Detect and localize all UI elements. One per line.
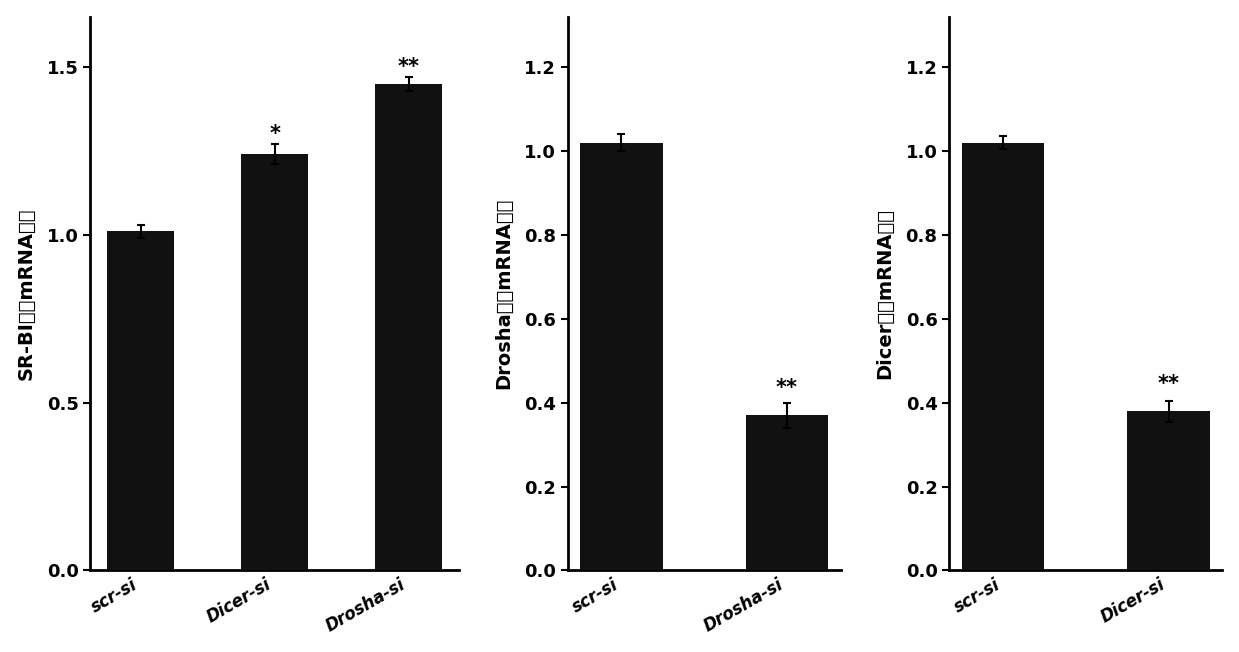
Y-axis label: Drosha相对mRNA水平: Drosha相对mRNA水平 [494, 198, 513, 389]
Bar [375, 84, 442, 570]
Y-axis label: Dicer相对mRNA水平: Dicer相对mRNA水平 [876, 208, 895, 379]
Bar [961, 143, 1044, 570]
Y-axis label: SR-BI相对mRNA水平: SR-BI相对mRNA水平 [16, 207, 36, 380]
Text: **: ** [1157, 374, 1180, 394]
Bar [1127, 411, 1211, 570]
Text: **: ** [398, 57, 420, 77]
Text: *: * [269, 124, 280, 144]
Bar [108, 231, 175, 570]
Bar [580, 143, 663, 570]
Text: **: ** [776, 378, 798, 398]
Bar [242, 155, 309, 570]
Bar [746, 415, 828, 570]
